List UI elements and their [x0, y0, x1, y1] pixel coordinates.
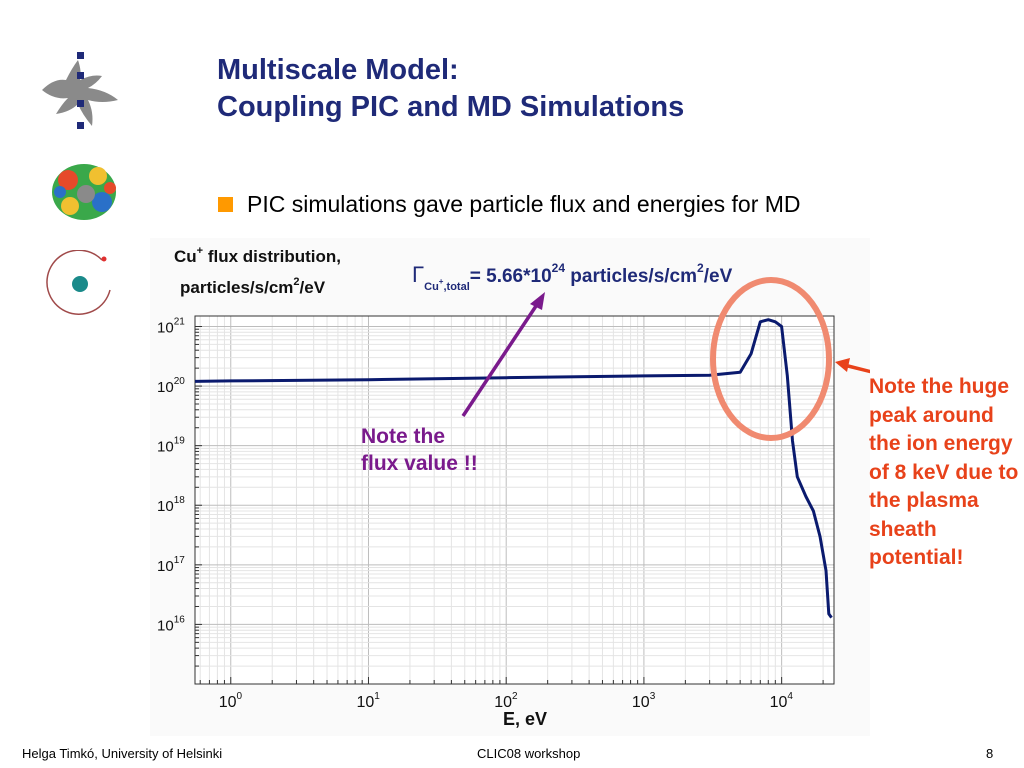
flux-note-line1: Note the [361, 425, 445, 448]
x-tick-labels: 100 101 102 103 104 [219, 691, 794, 711]
peak-note-arrow [847, 364, 870, 374]
x-tick-label: 102 [494, 691, 518, 711]
molecule-icon [52, 164, 116, 220]
x-tick-label: 103 [632, 691, 656, 711]
peak-note-arrowhead [835, 358, 850, 372]
y-axis-label-line1: Cu+ flux distribution, [174, 245, 341, 266]
peak-highlight-circle [710, 277, 832, 441]
title-line-1: Multiscale Model: [217, 54, 459, 86]
footer-page-number: 8 [986, 746, 994, 761]
bullet-square-icon [218, 197, 233, 212]
footer-event: CLIC08 workshop [477, 746, 581, 761]
circular-arrow-icon [46, 250, 111, 315]
grid-lines [195, 316, 834, 685]
x-tick-label: 101 [356, 691, 380, 711]
y-axis-label-line2: particles/s/cm2/eV [180, 276, 326, 297]
y-tick-label: 1020 [157, 376, 185, 396]
x-axis-label: E, eV [503, 709, 547, 729]
flux-note-line2: flux value !! [361, 452, 478, 475]
peak-note: Note the huge peak around the ion energy… [869, 375, 1019, 569]
flux-note: Note the flux value !! [361, 423, 478, 477]
y-tick-labels: 1021 1020 1019 1018 1017 1016 [157, 316, 185, 634]
y-tick-label: 1018 [157, 495, 185, 515]
university-logo-icon [42, 52, 118, 129]
bullet-item: PIC simulations gave particle flux and e… [218, 191, 801, 218]
y-tick-label: 1016 [157, 614, 185, 634]
y-tick-label: 1017 [157, 555, 185, 575]
y-tick-label: 1021 [157, 316, 185, 336]
x-tick-label: 104 [770, 691, 794, 711]
x-tick-label: 100 [219, 691, 243, 711]
total-flux-annotation: ΓCu+,total= 5.66*1024 particles/s/cm2/eV [412, 261, 733, 293]
footer-author: Helga Timkó, University of Helsinki [22, 746, 223, 761]
flux-chart: 100 101 102 103 104 1021 1020 1019 1018 1017 1016… [150, 238, 870, 736]
tick-marks [195, 325, 824, 685]
bullet-text: PIC simulations gave particle flux and e… [247, 191, 801, 217]
flux-note-arrow [461, 299, 542, 417]
flux-note-arrowhead [530, 292, 545, 310]
y-tick-label: 1019 [157, 436, 185, 456]
slide-title: Multiscale Model: Coupling PIC and MD Si… [217, 52, 684, 126]
plot-frame [194, 315, 835, 685]
flux-series-line [194, 318, 833, 619]
title-line-2: Coupling PIC and MD Simulations [217, 91, 685, 123]
